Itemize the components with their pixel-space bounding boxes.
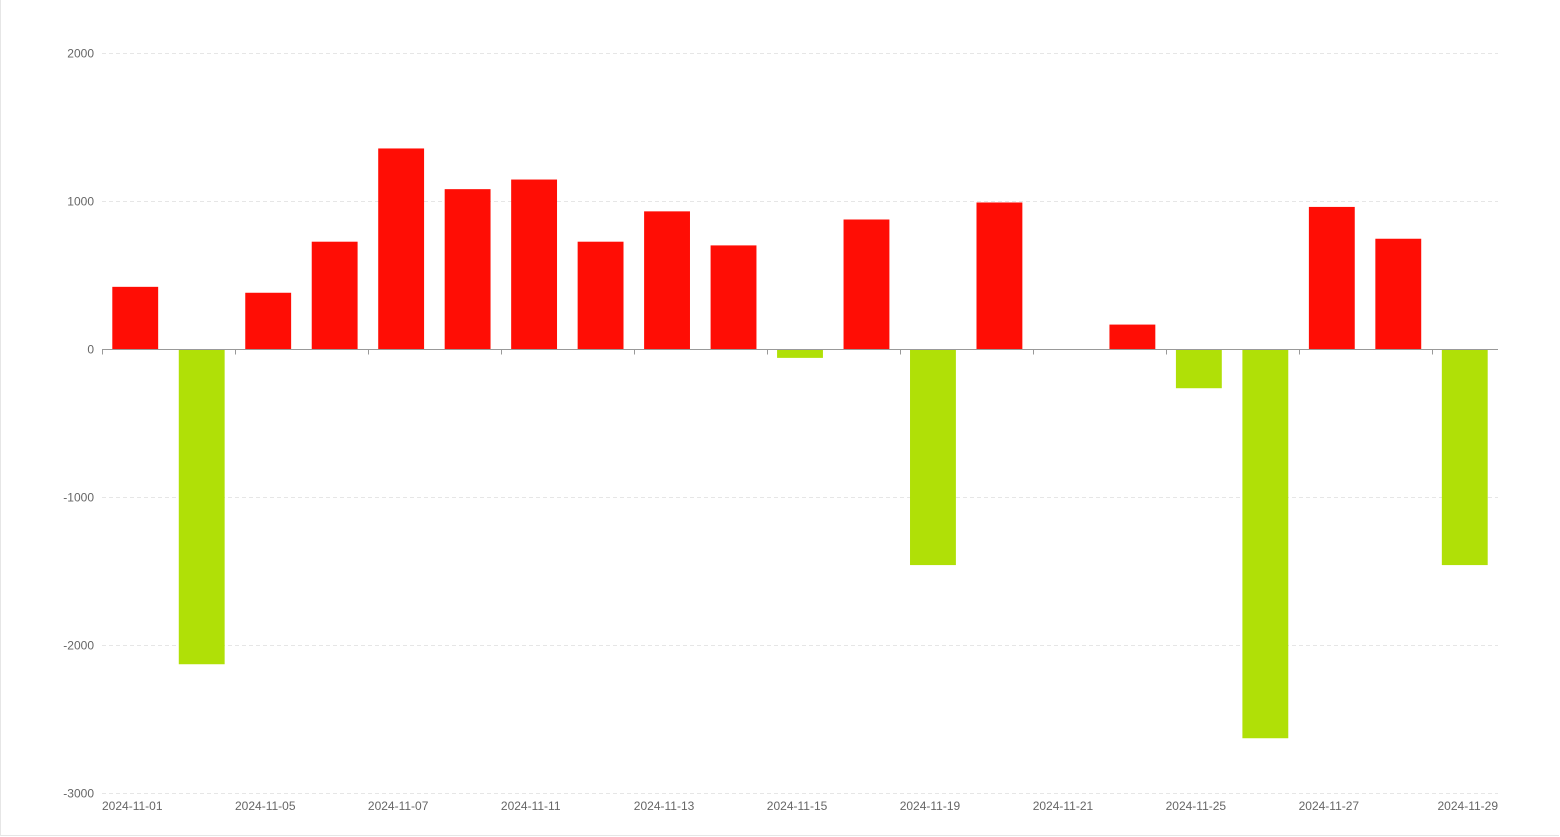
bar-2024-11-26[interactable] (1242, 349, 1289, 739)
bar-2024-11-04[interactable] (178, 349, 225, 665)
bar-2024-11-14[interactable] (710, 245, 757, 349)
x-tick-label: 2024-11-13 (634, 799, 695, 813)
y-tick-label: -2000 (63, 639, 94, 653)
y-tick-label: -1000 (63, 491, 94, 505)
x-tick-label: 2024-11-15 (767, 799, 828, 813)
bar-2024-11-05[interactable] (245, 292, 292, 349)
bar-2024-11-08[interactable] (444, 189, 491, 349)
x-tick-label: 2024-11-05 (235, 799, 296, 813)
bar-2024-11-20[interactable] (976, 202, 1023, 349)
x-tick-label: 2024-11-27 (1299, 799, 1360, 813)
bar-2024-11-22[interactable] (1109, 324, 1156, 349)
bar-2024-11-13[interactable] (644, 211, 690, 349)
x-axis (102, 349, 1498, 355)
x-tick-label: 2024-11-25 (1166, 799, 1227, 813)
bar-2024-11-19[interactable] (910, 349, 956, 566)
bar-2024-11-06[interactable] (311, 241, 358, 349)
grid-lines (102, 53, 1498, 794)
bar-2024-11-18[interactable] (843, 219, 890, 350)
bar-2024-11-25[interactable] (1175, 349, 1222, 389)
x-tick-label: 2024-11-01 (102, 799, 163, 813)
bar-2024-11-11[interactable] (511, 179, 558, 349)
bar-2024-11-01[interactable] (112, 286, 159, 349)
bar-2024-11-15[interactable] (777, 349, 823, 358)
bar-2024-11-29[interactable] (1441, 349, 1488, 566)
y-axis-ticks: 2000 1000 0 -1000 -2000 -3000 (63, 47, 94, 801)
y-tick-label: 0 (87, 343, 94, 357)
bar-2024-11-27[interactable] (1308, 206, 1355, 349)
x-tick-label: 2024-11-11 (501, 799, 561, 813)
y-tick-label: 2000 (67, 47, 94, 61)
x-tick-label: 2024-11-07 (368, 799, 429, 813)
bar-2024-11-07[interactable] (378, 148, 425, 349)
bar-2024-11-28[interactable] (1375, 238, 1422, 349)
x-tick-label: 2024-11-19 (900, 799, 961, 813)
y-tick-label: 1000 (67, 195, 94, 209)
x-tick-label: 2024-11-21 (1033, 799, 1094, 813)
x-axis-ticks: 2024-11-01 2024-11-05 2024-11-07 2024-11-11… (102, 799, 1498, 813)
bars (112, 148, 1488, 739)
x-tick-label: 2024-11-29 (1438, 799, 1499, 813)
y-tick-label: -3000 (63, 787, 94, 801)
bar-2024-11-12[interactable] (577, 241, 624, 349)
